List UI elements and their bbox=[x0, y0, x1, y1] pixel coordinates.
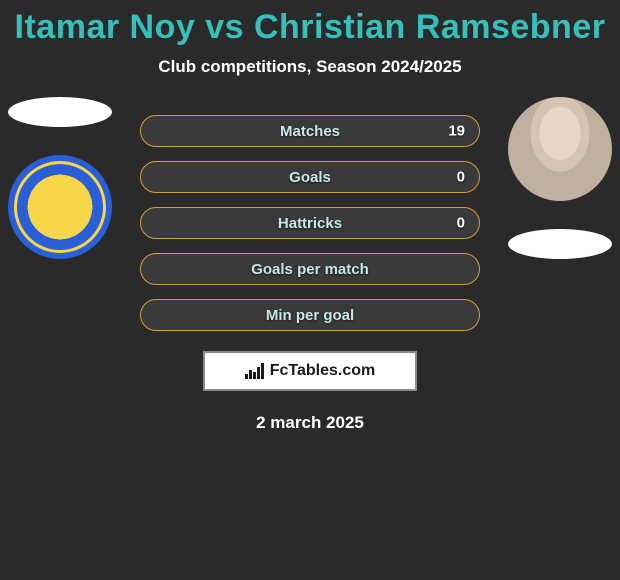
branding-text: FcTables.com bbox=[270, 362, 376, 380]
stat-label: Min per goal bbox=[266, 307, 354, 324]
stat-row-goals: Goals 0 bbox=[140, 161, 480, 193]
stat-row-goals-per-match: Goals per match bbox=[140, 253, 480, 285]
stat-label: Hattricks bbox=[278, 215, 342, 232]
stat-value-right: 0 bbox=[457, 169, 465, 186]
stat-row-matches: Matches 19 bbox=[140, 115, 480, 147]
player1-column bbox=[8, 97, 112, 259]
stat-value-right: 0 bbox=[457, 215, 465, 232]
stat-label: Goals per match bbox=[251, 261, 369, 278]
comparison-body: Matches 19 Goals 0 Hattricks 0 Goals per… bbox=[0, 115, 620, 433]
stat-label: Matches bbox=[280, 123, 340, 140]
stat-row-hattricks: Hattricks 0 bbox=[140, 207, 480, 239]
player1-club-badge bbox=[8, 155, 112, 259]
date-text: 2 march 2025 bbox=[0, 413, 620, 433]
player2-photo bbox=[508, 97, 612, 201]
stat-value-right: 19 bbox=[448, 123, 465, 140]
comparison-card: Itamar Noy vs Christian Ramsebner Club c… bbox=[0, 0, 620, 580]
stat-row-min-per-goal: Min per goal bbox=[140, 299, 480, 331]
player2-column bbox=[508, 97, 612, 259]
stat-label: Goals bbox=[289, 169, 331, 186]
branding-box: FcTables.com bbox=[203, 351, 417, 391]
subtitle: Club competitions, Season 2024/2025 bbox=[0, 57, 620, 77]
player1-country-ellipse bbox=[8, 97, 112, 127]
chart-icon bbox=[245, 363, 264, 379]
page-title: Itamar Noy vs Christian Ramsebner bbox=[0, 0, 620, 47]
stat-bars: Matches 19 Goals 0 Hattricks 0 Goals per… bbox=[140, 115, 480, 331]
player2-country-ellipse bbox=[508, 229, 612, 259]
